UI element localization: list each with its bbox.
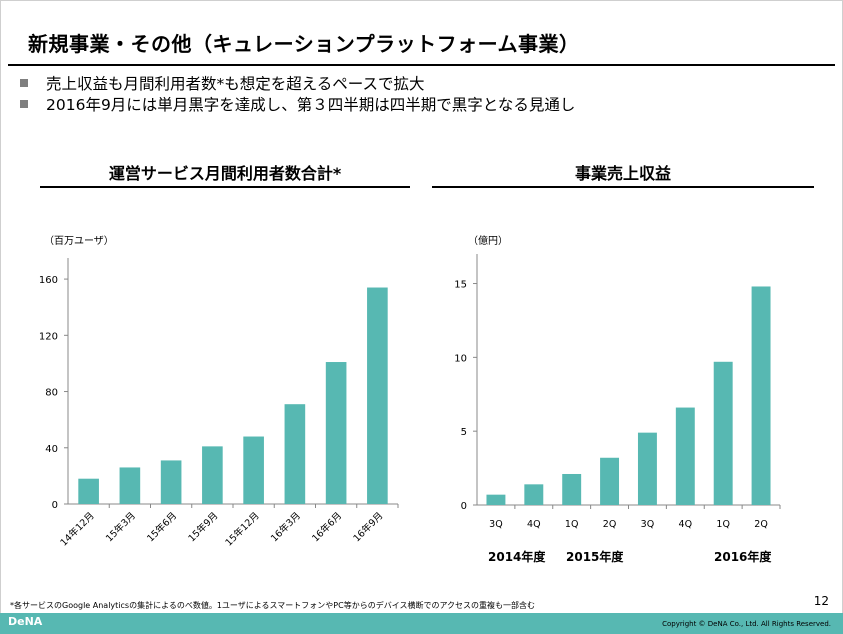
y-tick-label: 15: [454, 280, 467, 291]
chart-title-users: 運営サービス月間利用者数合計*: [108, 164, 342, 183]
bar: [78, 478, 99, 504]
y-tick-label: 120: [39, 331, 58, 342]
bar: [751, 286, 771, 505]
x-category-label: 4Q: [679, 519, 693, 530]
x-category-label: 15年12月: [223, 510, 262, 549]
bar: [675, 407, 695, 505]
y-tick-label: 0: [461, 501, 467, 512]
dena-logo: DeNA: [8, 615, 43, 628]
bullet-item: 売上収益も月間利用者数*も想定を超えるペースで拡大: [20, 72, 425, 94]
x-category-label: 16年3月: [268, 510, 303, 545]
bar: [367, 287, 388, 504]
copyright-text: Copyright © DeNA Co., Ltd. All Rights Re…: [662, 620, 831, 628]
x-category-label: 1Q: [565, 519, 579, 530]
unit-label-revenue: （億円）: [468, 236, 508, 247]
footnote: *各サービスのGoogle Analyticsの集計によるのべ数値。1ユーザによ…: [10, 601, 536, 610]
bullet-square-icon: [20, 99, 28, 108]
x-category-label: 15年6月: [144, 510, 179, 545]
bar: [119, 467, 141, 504]
bar: [243, 436, 264, 504]
bar: [160, 460, 182, 504]
x-category-label: 2Q: [603, 519, 617, 530]
x-category-label: 16年6月: [309, 510, 344, 545]
x-category-label: 14年12月: [58, 510, 97, 549]
bar: [202, 446, 223, 504]
y-tick-label: 160: [39, 275, 58, 286]
fiscal-year-label: 2015年度: [566, 550, 624, 564]
y-tick-label: 40: [45, 444, 58, 455]
unit-label-users: （百万ユーザ）: [44, 236, 114, 247]
bar: [562, 473, 582, 505]
y-tick-label: 5: [461, 427, 467, 438]
chart-title-revenue: 事業売上収益: [574, 164, 671, 183]
y-tick-label: 0: [52, 500, 58, 511]
page-number: 12: [813, 594, 829, 608]
x-category-label: 15年9月: [186, 510, 221, 545]
x-category-label: 15年3月: [103, 510, 138, 545]
bar: [637, 432, 657, 505]
bar: [524, 484, 544, 505]
x-category-label: 4Q: [527, 519, 541, 530]
bar: [284, 404, 306, 504]
fiscal-year-label: 2014年度: [488, 550, 546, 564]
chart-title-rule: [40, 186, 410, 188]
x-category-label: 16年9月: [351, 510, 386, 545]
x-category-label: 3Q: [489, 519, 503, 530]
fiscal-year-label: 2016年度: [714, 550, 772, 564]
bullet-text: 売上収益も月間利用者数*も想定を超えるペースで拡大: [46, 75, 425, 93]
y-tick-label: 80: [45, 388, 58, 399]
x-category-label: 2Q: [754, 519, 768, 530]
bar: [325, 362, 347, 504]
y-tick-label: 10: [454, 353, 467, 364]
bullet-text: 2016年9月には単月黒字を達成し、第３四半期は四半期で黒字となる見通し: [46, 96, 576, 114]
bar: [486, 494, 506, 505]
bullet-item: 2016年9月には単月黒字を達成し、第３四半期は四半期で黒字となる見通し: [20, 93, 575, 115]
chart-title-rule: [432, 186, 814, 188]
footer-bar: [0, 613, 843, 634]
bar: [713, 361, 733, 505]
slide-title: 新規事業・その他（キュレーションプラットフォーム事業）: [28, 32, 580, 56]
bar: [600, 457, 620, 505]
bullet-square-icon: [20, 78, 28, 87]
x-category-label: 3Q: [641, 519, 655, 530]
x-category-label: 1Q: [716, 519, 730, 530]
title-divider: [8, 64, 835, 66]
